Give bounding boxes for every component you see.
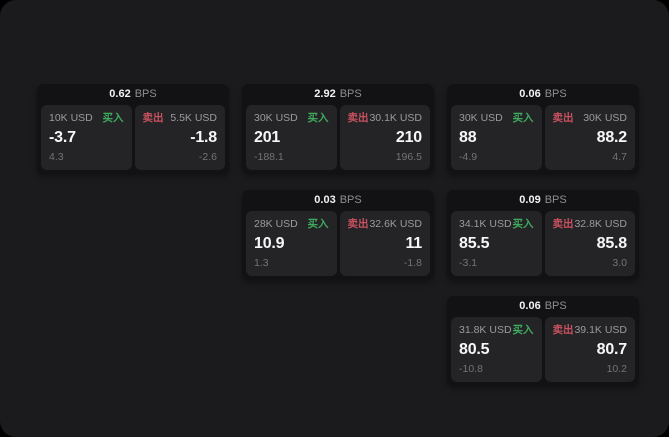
sell-change: 3.0 [612,257,627,269]
bps-header: 0.03 BPS [242,190,434,211]
sell-change: -2.6 [198,151,217,163]
buy-size-label: 30K USD [254,112,298,124]
buy-change: -188.1 [254,151,284,163]
quote-card-body: 30K USD 买入 201 -188.1 卖出 30.1K USD 210 1… [242,105,434,174]
bps-unit-label: BPS [544,300,567,312]
bps-value: 0.62 [109,88,131,100]
quote-card: 0.03 BPS 28K USD 买入 10.9 1.3 卖出 32.6K US… [242,190,434,280]
buy-change: -4.9 [459,151,478,163]
bps-header: 0.06 BPS [447,296,639,317]
buy-quote-panel[interactable]: 30K USD 买入 201 -188.1 [246,105,337,170]
buy-price: 88 [459,129,477,146]
buy-size-label: 34.1K USD [459,218,512,230]
sell-quote-panel[interactable]: 卖出 32.8K USD 85.8 3.0 [544,211,635,276]
sell-action-label: 卖出 [552,112,574,124]
sell-action-label: 卖出 [552,218,574,230]
sell-price: 88.2 [596,129,628,146]
quote-card: 2.92 BPS 30K USD 买入 201 -188.1 卖出 30.1K … [242,84,434,174]
sell-action-label: 卖出 [347,218,369,230]
buy-quote-panel[interactable]: 34.1K USD 买入 85.5 -3.1 [451,211,542,276]
quote-card: 0.06 BPS 30K USD 买入 88 -4.9 卖出 30K USD [447,84,639,174]
sell-size-label: 32.6K USD [369,218,422,230]
buy-change: 1.3 [254,257,269,269]
buy-size-label: 30K USD [459,112,503,124]
buy-action-label: 买入 [512,218,534,230]
buy-size-label: 28K USD [254,218,298,230]
buy-action-label: 买入 [512,112,534,124]
quote-card-body: 34.1K USD 买入 85.5 -3.1 卖出 32.8K USD 85.8… [447,211,639,280]
buy-price: 85.5 [459,235,490,252]
buy-price: 10.9 [254,235,285,252]
sell-action-label: 卖出 [142,112,164,124]
bps-value: 0.06 [519,300,541,312]
quote-card-body: 10K USD 买入 -3.7 4.3 卖出 5.5K USD -1.8 -2.… [37,105,229,174]
sell-change: -1.8 [403,257,422,269]
bps-header: 2.92 BPS [242,84,434,105]
buy-size-label: 31.8K USD [459,324,512,336]
bps-value: 2.92 [314,88,336,100]
bps-unit-label: BPS [339,194,362,206]
sell-size-label: 39.1K USD [574,324,627,336]
sell-action-label: 卖出 [347,112,369,124]
bps-value: 0.03 [314,194,336,206]
quote-card-body: 28K USD 买入 10.9 1.3 卖出 32.6K USD 11 -1.8 [242,211,434,280]
bps-header: 0.06 BPS [447,84,639,105]
sell-action-label: 卖出 [552,324,574,336]
buy-quote-panel[interactable]: 28K USD 买入 10.9 1.3 [246,211,337,276]
buy-action-label: 买入 [102,112,124,124]
buy-change: -3.1 [459,257,478,269]
buy-quote-panel[interactable]: 10K USD 买入 -3.7 4.3 [41,105,132,170]
quote-card-body: 31.8K USD 买入 80.5 -10.8 卖出 39.1K USD 80.… [447,317,639,386]
sell-price: 210 [395,129,422,146]
sell-price: 85.8 [596,235,628,252]
buy-change: -10.8 [459,363,483,375]
sell-size-label: 5.5K USD [170,112,217,124]
buy-price: 80.5 [459,341,490,358]
buy-price: -3.7 [49,129,76,146]
sell-price: 80.7 [596,341,628,358]
sell-quote-panel[interactable]: 卖出 39.1K USD 80.7 10.2 [544,317,635,382]
sell-price: 11 [405,235,422,252]
sell-change: 10.2 [606,363,627,375]
sell-size-label: 30K USD [583,112,627,124]
bps-unit-label: BPS [339,88,362,100]
buy-quote-panel[interactable]: 31.8K USD 买入 80.5 -10.8 [451,317,542,382]
quote-card: 0.06 BPS 31.8K USD 买入 80.5 -10.8 卖出 39.1… [447,296,639,386]
sell-price: -1.8 [190,129,217,146]
bps-unit-label: BPS [544,194,567,206]
bps-header: 0.62 BPS [37,84,229,105]
sell-quote-panel[interactable]: 卖出 5.5K USD -1.8 -2.6 [134,105,225,170]
sell-quote-panel[interactable]: 卖出 30.1K USD 210 196.5 [339,105,430,170]
bps-unit-label: BPS [134,88,157,100]
sell-quote-panel[interactable]: 卖出 30K USD 88.2 4.7 [544,105,635,170]
sell-quote-panel[interactable]: 卖出 32.6K USD 11 -1.8 [339,211,430,276]
buy-quote-panel[interactable]: 30K USD 买入 88 -4.9 [451,105,542,170]
buy-action-label: 买入 [512,324,534,336]
buy-size-label: 10K USD [49,112,93,124]
bps-header: 0.09 BPS [447,190,639,211]
sell-size-label: 32.8K USD [574,218,627,230]
sell-change: 196.5 [395,151,422,163]
buy-change: 4.3 [49,151,64,163]
quote-card: 0.09 BPS 34.1K USD 买入 85.5 -3.1 卖出 32.8K… [447,190,639,280]
buy-action-label: 买入 [307,218,329,230]
bps-value: 0.09 [519,194,541,206]
buy-action-label: 买入 [307,112,329,124]
bps-unit-label: BPS [544,88,567,100]
quote-card: 0.62 BPS 10K USD 买入 -3.7 4.3 卖出 5.5K USD [37,84,229,174]
sell-change: 4.7 [612,151,627,163]
buy-price: 201 [254,129,281,146]
quote-cards-grid: 0.62 BPS 10K USD 买入 -3.7 4.3 卖出 5.5K USD [37,84,639,386]
bps-value: 0.06 [519,88,541,100]
sell-size-label: 30.1K USD [369,112,422,124]
quote-card-body: 30K USD 买入 88 -4.9 卖出 30K USD 88.2 4.7 [447,105,639,174]
